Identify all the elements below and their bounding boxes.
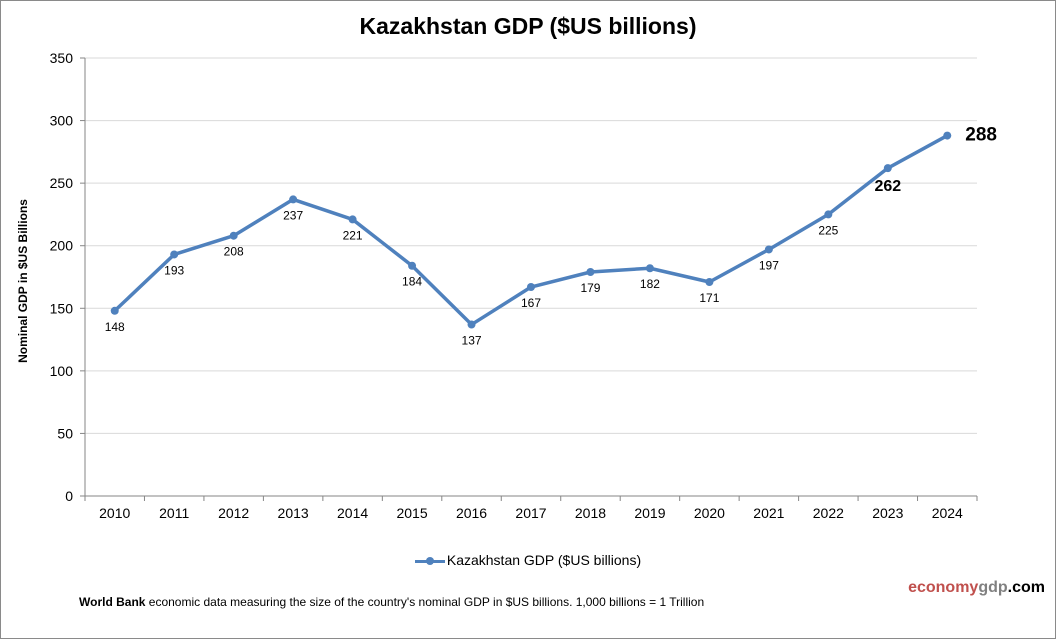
footnote: World Bank economic data measuring the s… <box>79 595 704 609</box>
data-label: 167 <box>521 296 541 310</box>
data-point <box>883 164 892 173</box>
data-point <box>110 306 119 315</box>
data-point <box>229 231 238 240</box>
data-label: 197 <box>759 258 779 272</box>
y-tick-label: 50 <box>57 425 73 441</box>
x-tick-label: 2020 <box>694 505 725 521</box>
y-tick-label: 100 <box>50 363 74 379</box>
data-label: 208 <box>224 245 244 259</box>
x-tick-label: 2021 <box>753 505 784 521</box>
legend-label: Kazakhstan GDP ($US billions) <box>446 552 642 568</box>
data-label: 225 <box>818 223 838 237</box>
x-tick-label: 2014 <box>337 505 368 521</box>
data-point <box>289 195 298 204</box>
data-label: 237 <box>283 208 303 222</box>
x-tick-label: 2017 <box>515 505 546 521</box>
data-label: 221 <box>343 228 363 242</box>
y-tick-label: 200 <box>50 238 74 254</box>
y-tick-label: 0 <box>65 488 73 504</box>
data-label: 262 <box>874 178 901 195</box>
brand-logo: economygdp.com <box>908 579 1045 597</box>
x-tick-label: 2018 <box>575 505 606 521</box>
y-tick-label: 250 <box>50 175 74 191</box>
x-tick-label: 2011 <box>159 505 189 521</box>
brand-part2: gdp <box>978 579 1008 596</box>
data-point <box>170 250 179 259</box>
data-label: 137 <box>462 334 482 348</box>
brand-part3: .com <box>1007 579 1045 596</box>
x-tick-label: 2024 <box>932 505 963 521</box>
x-tick-label: 2016 <box>456 505 487 521</box>
x-tick-label: 2013 <box>278 505 309 521</box>
data-point <box>408 261 417 270</box>
x-tick-label: 2022 <box>813 505 844 521</box>
data-point <box>824 210 833 219</box>
x-tick-label: 2023 <box>872 505 903 521</box>
x-tick-label: 2015 <box>396 505 427 521</box>
data-point <box>348 215 357 224</box>
footnote-source: World Bank <box>79 595 146 609</box>
y-tick-label: 300 <box>50 113 74 129</box>
data-label: 184 <box>402 275 422 289</box>
data-point <box>943 131 952 140</box>
plot-area: 0 50 100 150 200 250 300 350 2010 2011 2012 2013 201… <box>50 50 997 521</box>
data-label: 182 <box>640 277 660 291</box>
data-point <box>586 267 595 276</box>
y-tick-label: 150 <box>50 300 74 316</box>
x-tick-label: 2012 <box>218 505 249 521</box>
data-label: 288 <box>965 125 997 146</box>
x-tick-label: 2010 <box>99 505 130 521</box>
data-point <box>764 245 773 254</box>
y-tick-label: 350 <box>50 50 74 66</box>
data-label: 148 <box>105 320 125 334</box>
data-point <box>645 264 654 273</box>
brand-part1: economy <box>908 579 979 596</box>
footnote-text: economic data measuring the size of the … <box>145 595 705 609</box>
data-point <box>467 320 476 329</box>
chart-title: Kazakhstan GDP ($US billions) <box>359 13 697 39</box>
data-label: 179 <box>580 281 600 295</box>
data-label: 193 <box>164 263 184 277</box>
data-point <box>527 283 535 292</box>
data-label: 171 <box>699 291 719 305</box>
data-point <box>705 278 714 287</box>
x-tick-label: 2019 <box>634 505 665 521</box>
legend-swatch <box>414 555 445 567</box>
legend: Kazakhstan GDP ($US billions) <box>1 552 1055 568</box>
